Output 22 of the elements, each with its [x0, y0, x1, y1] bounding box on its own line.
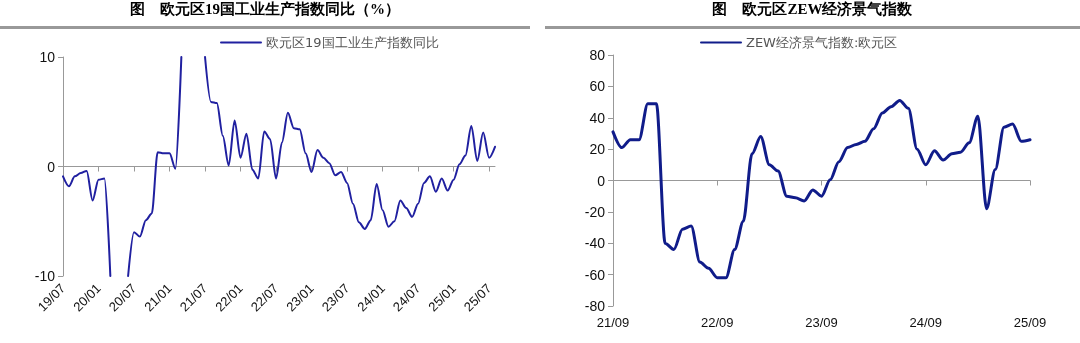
x-tick-label: 25/09 [1013, 315, 1047, 330]
chart-title: 图 欧元区19国工业生产指数同比（%） [0, 0, 530, 29]
chart-title: 图 欧元区ZEW经济景气指数 [545, 0, 1080, 29]
y-tick-label: 60 [589, 78, 606, 95]
legend-label: 欧元区19国工业生产指数同比 [266, 35, 439, 50]
y-tick-label: -40 [584, 235, 606, 252]
y-tick-label: -80 [584, 298, 606, 314]
line-series [611, 98, 1032, 280]
y-tick-label: 0 [47, 158, 56, 175]
legend-label: ZEW经济景气指数:欧元区 [746, 35, 898, 50]
y-tick-label: 20 [589, 141, 606, 158]
x-tick-label: 23/09 [805, 315, 838, 330]
y-tick-label: 10 [39, 49, 56, 65]
y-tick-label: -20 [584, 203, 606, 220]
y-tick-label: -10 [34, 268, 56, 284]
y-tick-label: 80 [589, 47, 606, 63]
y-tick-label: 40 [589, 109, 606, 126]
x-tick-label: 21/09 [596, 315, 630, 330]
y-tick-label: 0 [597, 172, 606, 189]
x-tick-label: 22/09 [700, 315, 734, 330]
x-tick-label: 24/09 [909, 315, 943, 330]
y-tick-label: -60 [584, 266, 606, 283]
